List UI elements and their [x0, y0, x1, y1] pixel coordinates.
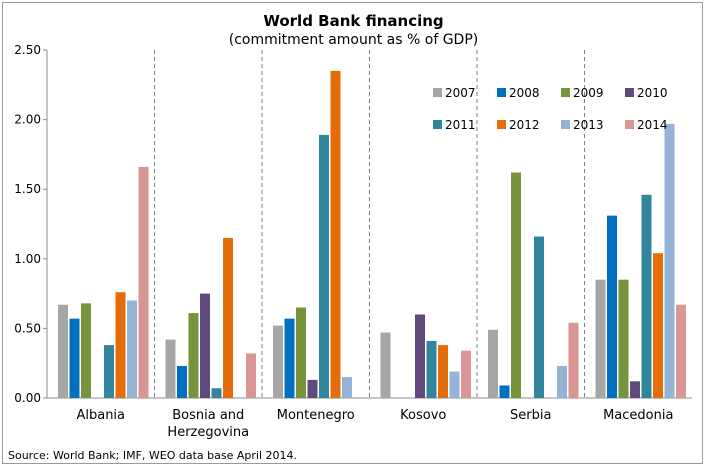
bar-2008-1: [177, 365, 187, 398]
legend-swatch-2010: [625, 88, 634, 97]
bar-2014-3: [461, 350, 471, 398]
chart-subtitle: (commitment amount as % of GDP): [228, 32, 479, 48]
bar-2008-4: [499, 385, 510, 398]
source-note: Source: World Bank; IMF, WEO data base A…: [8, 449, 297, 462]
legend-swatch-2009: [561, 88, 570, 97]
bar-2009-2: [296, 307, 306, 398]
legend-label-2012: 2012: [509, 118, 540, 132]
bar-2007-2: [273, 325, 283, 398]
legend-swatch-2011: [433, 120, 442, 129]
bar-2011-5: [641, 194, 652, 398]
x-category-label: Bosnia and Herzegovina: [167, 408, 249, 440]
y-tick-label: 1.00: [14, 252, 41, 266]
bar-2011-2: [319, 134, 329, 399]
bar-2011-1: [211, 388, 222, 398]
x-category-label: Kosovo: [400, 408, 446, 423]
bar-2012-1: [223, 237, 233, 398]
y-tick-label: 1.50: [14, 182, 41, 196]
legend-swatch-2007: [433, 88, 442, 97]
bar-2012-3: [438, 345, 448, 398]
x-category-label: Serbia: [510, 408, 551, 423]
x-category-label: Montenegro: [277, 408, 355, 423]
bar-2009-5: [618, 279, 629, 398]
x-category-label: Albania: [76, 408, 125, 423]
legend-swatch-2013: [561, 120, 570, 129]
bar-2012-5: [653, 253, 663, 398]
bar-2009-4: [511, 172, 521, 398]
bar-2007-1: [165, 339, 176, 398]
bar-2007-3: [380, 332, 391, 398]
bar-2010-1: [200, 293, 210, 398]
y-tick-label: 2.00: [14, 113, 41, 127]
bar-2013-0: [127, 300, 137, 398]
bar-2014-5: [676, 304, 686, 398]
legend-label-2009: 2009: [573, 86, 604, 100]
bar-2013-2: [342, 377, 352, 398]
bar-2009-0: [81, 303, 91, 398]
bar-2010-3: [415, 314, 425, 398]
x-category-label: Macedonia: [603, 408, 673, 423]
legend-label-2007: 2007: [445, 86, 476, 100]
bar-2014-4: [568, 322, 579, 398]
legend-swatch-2008: [497, 88, 506, 97]
bar-2009-1: [188, 313, 199, 398]
chart-title: World Bank financing: [263, 12, 444, 30]
bar-2008-5: [607, 215, 617, 398]
bar-2011-0: [104, 345, 114, 398]
y-tick-label: 0.00: [14, 391, 41, 405]
legend-label-2013: 2013: [573, 118, 604, 132]
legend-swatch-2014: [625, 120, 634, 129]
legend-label-2008: 2008: [509, 86, 540, 100]
bar-2014-1: [246, 353, 256, 398]
legend-swatch-2012: [497, 120, 506, 129]
bar-2010-2: [307, 379, 318, 398]
y-tick-label: 0.50: [14, 321, 41, 335]
bar-2013-3: [449, 371, 460, 398]
bar-2011-3: [426, 340, 437, 398]
bar-2007-0: [58, 304, 68, 398]
legend-label-2014: 2014: [637, 118, 668, 132]
legend-label-2011: 2011: [445, 118, 476, 132]
bar-2013-4: [557, 365, 567, 398]
bar-2012-2: [330, 70, 341, 398]
legend-label-2010: 2010: [637, 86, 668, 100]
bar-2014-0: [138, 166, 149, 398]
bar-2007-5: [595, 279, 606, 398]
bar-2007-4: [488, 329, 498, 398]
y-tick-label: 2.50: [14, 43, 41, 57]
bar-2011-4: [534, 236, 544, 398]
bar-2008-2: [284, 318, 295, 398]
bar-2010-5: [630, 381, 640, 398]
bar-2012-0: [115, 292, 126, 398]
bar-2013-5: [664, 123, 675, 398]
bar-2008-0: [69, 318, 80, 398]
